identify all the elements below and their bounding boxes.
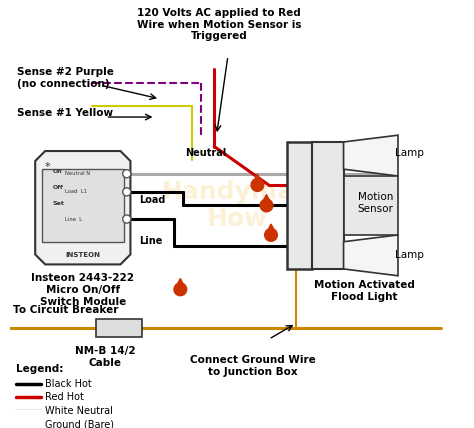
Text: Black Hot: Black Hot xyxy=(45,379,92,389)
Text: Motion
Sensor: Motion Sensor xyxy=(357,193,393,214)
Text: Load  L1: Load L1 xyxy=(64,189,87,194)
Text: Red Hot: Red Hot xyxy=(45,392,84,402)
Bar xyxy=(312,142,344,269)
Bar xyxy=(96,319,142,337)
Polygon shape xyxy=(253,174,262,183)
Circle shape xyxy=(251,179,264,191)
Polygon shape xyxy=(344,235,398,276)
Text: NM-B 14/2
Cable: NM-B 14/2 Cable xyxy=(75,346,136,368)
Text: Connect Ground Wire
to Junction Box: Connect Ground Wire to Junction Box xyxy=(190,355,316,377)
Circle shape xyxy=(264,229,277,241)
Circle shape xyxy=(123,215,131,223)
Circle shape xyxy=(123,188,131,196)
Circle shape xyxy=(260,199,273,212)
Polygon shape xyxy=(35,151,130,265)
Bar xyxy=(287,142,312,269)
Text: Line  L: Line L xyxy=(64,217,82,222)
Circle shape xyxy=(123,169,131,178)
Text: *: * xyxy=(45,162,51,172)
Text: Motion Activated
Flood Light: Motion Activated Flood Light xyxy=(313,280,414,302)
Polygon shape xyxy=(262,195,271,203)
Text: Sense #1 Yellow: Sense #1 Yellow xyxy=(17,108,113,118)
Text: On: On xyxy=(53,169,62,174)
Text: Insteon 2443-222
Micro On/Off
Switch Module: Insteon 2443-222 Micro On/Off Switch Mod… xyxy=(31,273,134,307)
Circle shape xyxy=(174,283,187,296)
Text: Set: Set xyxy=(53,201,64,206)
Text: Neutral N: Neutral N xyxy=(64,171,90,176)
Polygon shape xyxy=(266,224,275,233)
Text: Ground (Bare): Ground (Bare) xyxy=(45,419,114,428)
Text: Off: Off xyxy=(53,185,63,190)
Text: Legend:: Legend: xyxy=(16,364,63,374)
Text: White Neutral: White Neutral xyxy=(45,406,113,416)
Text: Handyman
How: Handyman How xyxy=(162,180,312,232)
Polygon shape xyxy=(344,135,398,176)
Text: Line: Line xyxy=(139,236,163,246)
Text: To Circuit Breaker: To Circuit Breaker xyxy=(12,305,118,315)
Bar xyxy=(42,169,124,242)
Text: Lamp: Lamp xyxy=(395,250,424,260)
Text: Neutral: Neutral xyxy=(185,149,226,158)
Text: Sense #2 Purple
(no connection): Sense #2 Purple (no connection) xyxy=(17,67,114,89)
Polygon shape xyxy=(176,279,185,287)
Text: 120 Volts AC applied to Red
Wire when Motion Sensor is
Triggered: 120 Volts AC applied to Red Wire when Mo… xyxy=(137,8,301,42)
Text: INSTEON: INSTEON xyxy=(65,253,100,259)
Bar xyxy=(344,176,398,235)
Text: Lamp: Lamp xyxy=(395,149,424,158)
Text: Load: Load xyxy=(139,195,166,205)
